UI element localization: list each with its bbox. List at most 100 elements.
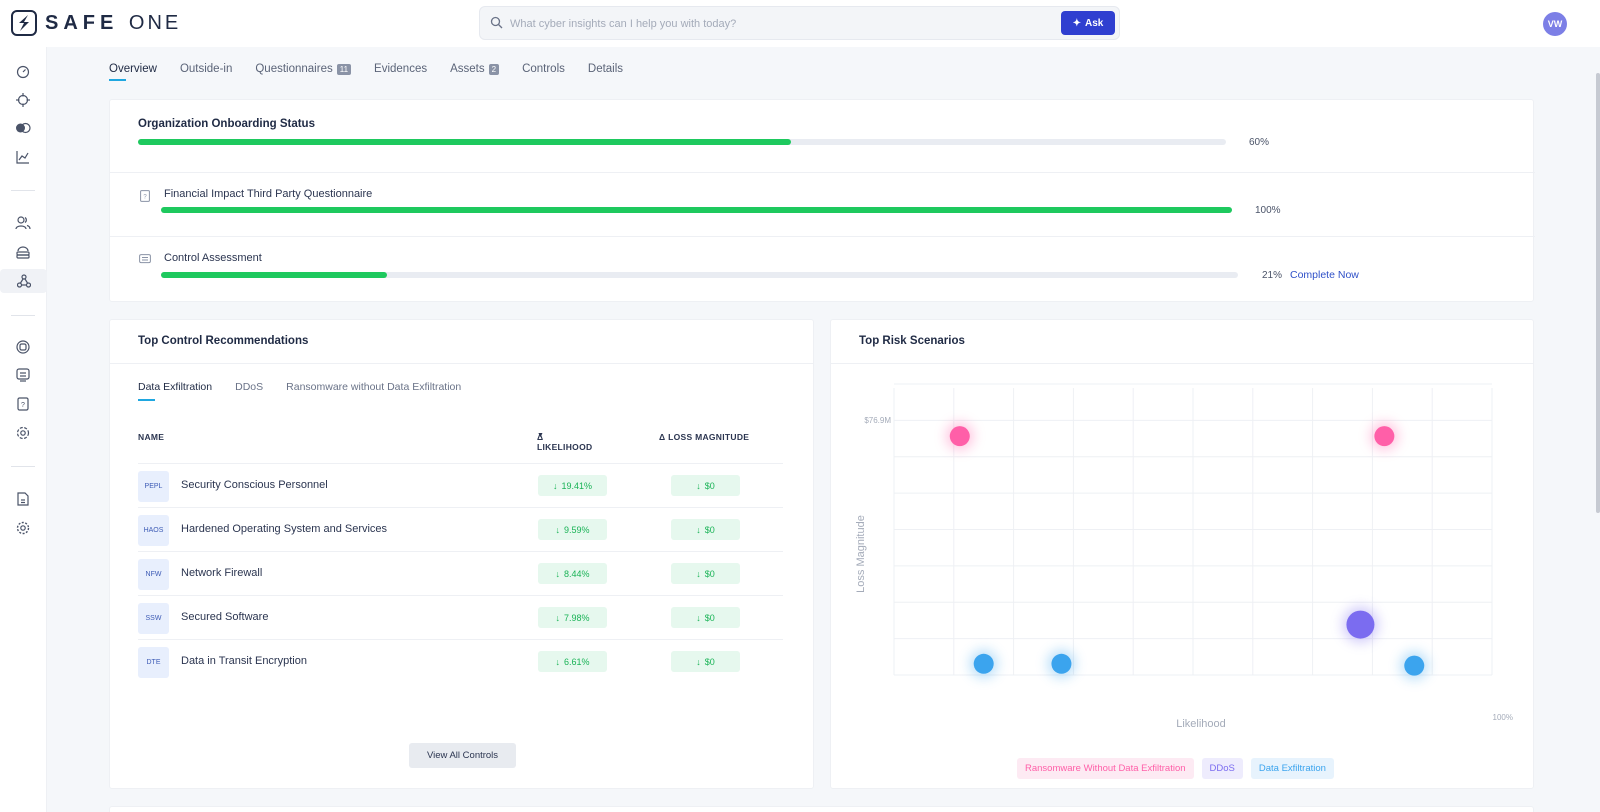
- arrow-down-icon: ↓: [696, 568, 701, 579]
- scrollbar-thumb[interactable]: [1596, 73, 1600, 513]
- database-cloud-icon[interactable]: [12, 241, 34, 263]
- loss-delta-pill: ↓ $0: [671, 563, 740, 584]
- tab-evidences[interactable]: Evidences: [374, 63, 428, 75]
- loss-value: $0: [704, 524, 715, 535]
- tab-overview[interactable]: Overview: [109, 58, 157, 81]
- logo-text: SAFE ONE: [45, 11, 182, 34]
- document-question-icon[interactable]: ?: [12, 393, 34, 415]
- arrow-down-icon: ↓: [696, 480, 701, 491]
- assessment-chat-icon: [139, 254, 151, 264]
- search-bar[interactable]: ✦Ask: [479, 6, 1120, 40]
- risk-title: Top Risk Scenarios: [859, 335, 965, 347]
- likelihood-value: 9.59%: [563, 524, 590, 535]
- control-assessment-label: Control Assessment: [164, 252, 262, 264]
- subtab-ransomware[interactable]: Ransomware without Data Exfiltration: [286, 381, 462, 393]
- scatter-point[interactable]: [1346, 610, 1375, 639]
- logo-mark-icon: [11, 10, 37, 36]
- legend-data-exfiltration[interactable]: Data Exfiltration: [1250, 758, 1334, 779]
- dashboard-gauge-icon[interactable]: [12, 61, 34, 83]
- search-input[interactable]: [510, 14, 1030, 34]
- likelihood-value: 7.98%: [563, 612, 590, 623]
- crosshair-icon[interactable]: [12, 89, 34, 111]
- likelihood-value: 8.44%: [563, 568, 590, 579]
- loss-value: $0: [704, 656, 715, 667]
- assessment-progress-fill: [161, 272, 388, 278]
- network-nodes-icon[interactable]: [0, 269, 47, 293]
- sidebar-divider: [11, 190, 35, 191]
- x-axis-label: Likelihood: [1176, 718, 1226, 730]
- table-row[interactable]: SSW Secured Software ↓ 7.98% ↓ $0: [138, 595, 783, 639]
- scatter-point[interactable]: [1404, 655, 1425, 676]
- sidebar-divider: [11, 315, 35, 316]
- legend-ddos[interactable]: DDoS: [1201, 758, 1243, 779]
- table-row[interactable]: DTE Data in Transit Encryption ↓ 6.61% ↓ $…: [138, 639, 783, 683]
- overall-progress-bar: [138, 139, 1226, 145]
- table-header: NAME Δ LIKELIHOOD ▼ Δ LOSS MAGNITUDE: [138, 432, 783, 452]
- scatter-point[interactable]: [949, 426, 970, 447]
- scatter-point[interactable]: [1051, 653, 1072, 674]
- arrow-down-icon: ↓: [555, 524, 560, 535]
- assessment-progress-bar: [161, 272, 1238, 278]
- subtab-ddos[interactable]: DDoS: [235, 381, 264, 393]
- control-name: Secured Software: [181, 611, 269, 623]
- arrow-down-icon: ↓: [555, 656, 560, 667]
- sidebar: ?: [0, 47, 47, 812]
- likelihood-delta-pill: ↓ 8.44%: [538, 563, 607, 584]
- arrow-down-icon: ↓: [555, 612, 560, 623]
- view-all-controls-button[interactable]: View All Controls: [409, 743, 516, 768]
- analytics-chart-icon[interactable]: [12, 146, 34, 168]
- arrow-down-icon: ↓: [552, 480, 558, 491]
- y-axis-max-label: $76.9M: [864, 416, 891, 425]
- assessment-progress-pct: 21%: [1262, 270, 1283, 281]
- legend-ransomware[interactable]: Ransomware Without Data Exfiltration: [1017, 758, 1194, 779]
- card-header: Top Control Recommendations: [110, 320, 813, 364]
- page-tabs: Overview Outside-in Questionnaires 11 Evi…: [109, 58, 646, 81]
- tab-assets[interactable]: Assets 2: [450, 58, 500, 80]
- ask-button[interactable]: ✦ Ask: [1061, 11, 1115, 35]
- overall-progress-fill: [138, 139, 791, 145]
- sort-caret-icon: ▼: [537, 432, 545, 439]
- sidebar-divider: [11, 466, 35, 467]
- control-recommendations-card: Top Control Recommendations Data Exfiltr…: [109, 319, 814, 789]
- tab-questionnaires[interactable]: Questionnaires 11: [255, 58, 352, 80]
- tab-outside-in[interactable]: Outside-in: [179, 63, 233, 75]
- recommendations-title: Top Control Recommendations: [138, 335, 309, 347]
- chart-legend: Ransomware Without Data Exfiltration DDo…: [1017, 758, 1334, 779]
- svg-text:?: ?: [21, 402, 25, 409]
- likelihood-delta-pill: ↓ 7.98%: [538, 607, 607, 628]
- table-row[interactable]: NFW Network Firewall ↓ 8.44% ↓ $0: [138, 551, 783, 595]
- settings-gear-icon[interactable]: [12, 422, 34, 444]
- scatter-point[interactable]: [973, 653, 994, 674]
- table-row[interactable]: HAOS Hardened Operating System and Servi…: [138, 507, 783, 551]
- message-list-icon[interactable]: [12, 364, 34, 386]
- toggle-circles-icon[interactable]: [12, 117, 34, 139]
- svg-text:?: ?: [143, 195, 147, 201]
- ask-label: Ask: [1085, 17, 1104, 29]
- loss-value: $0: [704, 568, 715, 579]
- avatar[interactable]: VW: [1543, 12, 1567, 36]
- onboarding-title: Organization Onboarding Status: [138, 118, 315, 130]
- loss-delta-pill: ↓ $0: [671, 519, 740, 540]
- arrow-down-icon: ↓: [696, 656, 701, 667]
- row-divider: [110, 236, 1535, 237]
- users-icon[interactable]: [12, 212, 34, 234]
- subtab-data-exfiltration[interactable]: Data Exfiltration: [138, 381, 212, 401]
- control-code-badge: NFW: [138, 559, 169, 590]
- control-code-badge: HAOS: [138, 515, 169, 546]
- logo[interactable]: SAFE ONE: [11, 10, 181, 36]
- onboarding-status-card: Organization Onboarding Status 60% ? Fin…: [109, 99, 1535, 302]
- shield-layers-icon[interactable]: [12, 336, 34, 358]
- loss-delta-pill: ↓ $0: [671, 475, 740, 496]
- report-document-icon[interactable]: [12, 488, 34, 510]
- row-divider: [110, 172, 1535, 173]
- control-name: Data in Transit Encryption: [181, 655, 307, 667]
- complete-now-link[interactable]: Complete Now: [1290, 269, 1359, 281]
- scatter-point[interactable]: [1374, 426, 1395, 447]
- table-row[interactable]: PEPL Security Conscious Personnel ↓ 19.41…: [138, 463, 783, 507]
- control-code-badge: DTE: [138, 647, 169, 678]
- tab-details[interactable]: Details: [587, 63, 624, 75]
- gear-icon[interactable]: [12, 517, 34, 539]
- tab-controls[interactable]: Controls: [522, 63, 565, 75]
- scenario-subtabs: Data Exfiltration DDoS Ransomware withou…: [138, 381, 484, 401]
- top-bar: SAFE ONE ✦Ask VW: [0, 0, 1600, 47]
